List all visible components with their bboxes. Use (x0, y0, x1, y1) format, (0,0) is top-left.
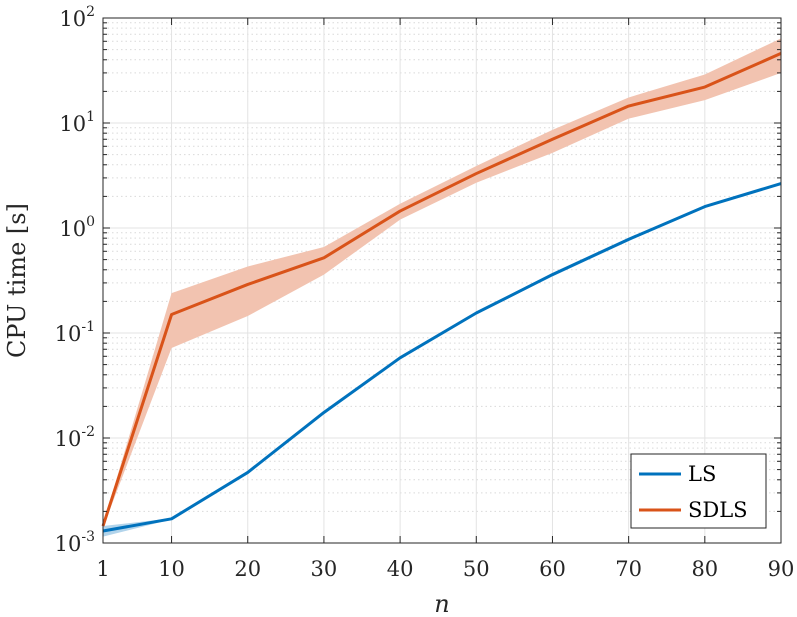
y-tick-label: 10-1 (55, 319, 95, 346)
y-tick-label: 102 (59, 4, 95, 31)
x-tick-label: 1 (96, 557, 109, 581)
x-tick-label: 60 (539, 557, 566, 581)
x-tick-label: 30 (311, 557, 338, 581)
series-lines (101, 52, 782, 533)
x-tick-label: 90 (768, 557, 795, 581)
x-tick-label: 10 (158, 557, 185, 581)
band-sdls (103, 38, 781, 528)
y-tick-label: 100 (59, 214, 95, 241)
x-tick-label: 20 (234, 557, 261, 581)
series-line-ls (102, 182, 782, 533)
confidence-bands (103, 38, 781, 537)
x-axis-label: n (434, 590, 449, 617)
series-line-sdls (101, 52, 782, 527)
y-tick-label: 10-3 (55, 529, 95, 556)
y-axis-label: CPU time [s] (3, 203, 31, 358)
legend-label-ls: LS (688, 462, 716, 486)
x-tick-label: 40 (387, 557, 414, 581)
y-tick-label: 10-2 (55, 424, 95, 451)
x-tick-label: 70 (615, 557, 642, 581)
axis-ticks: 1 10 20 30 40 50 60 70 80 90 10-3 10-2 10-1 100 101 102 (55, 4, 795, 581)
x-tick-label: 50 (463, 557, 490, 581)
legend-label-sdls: SDLS (688, 498, 748, 522)
plot-frame (102, 17, 782, 544)
x-tick-label: 80 (691, 557, 718, 581)
y-tick-label: 101 (59, 109, 95, 136)
legend: LS SDLS (630, 453, 767, 529)
legend-box (630, 453, 767, 529)
